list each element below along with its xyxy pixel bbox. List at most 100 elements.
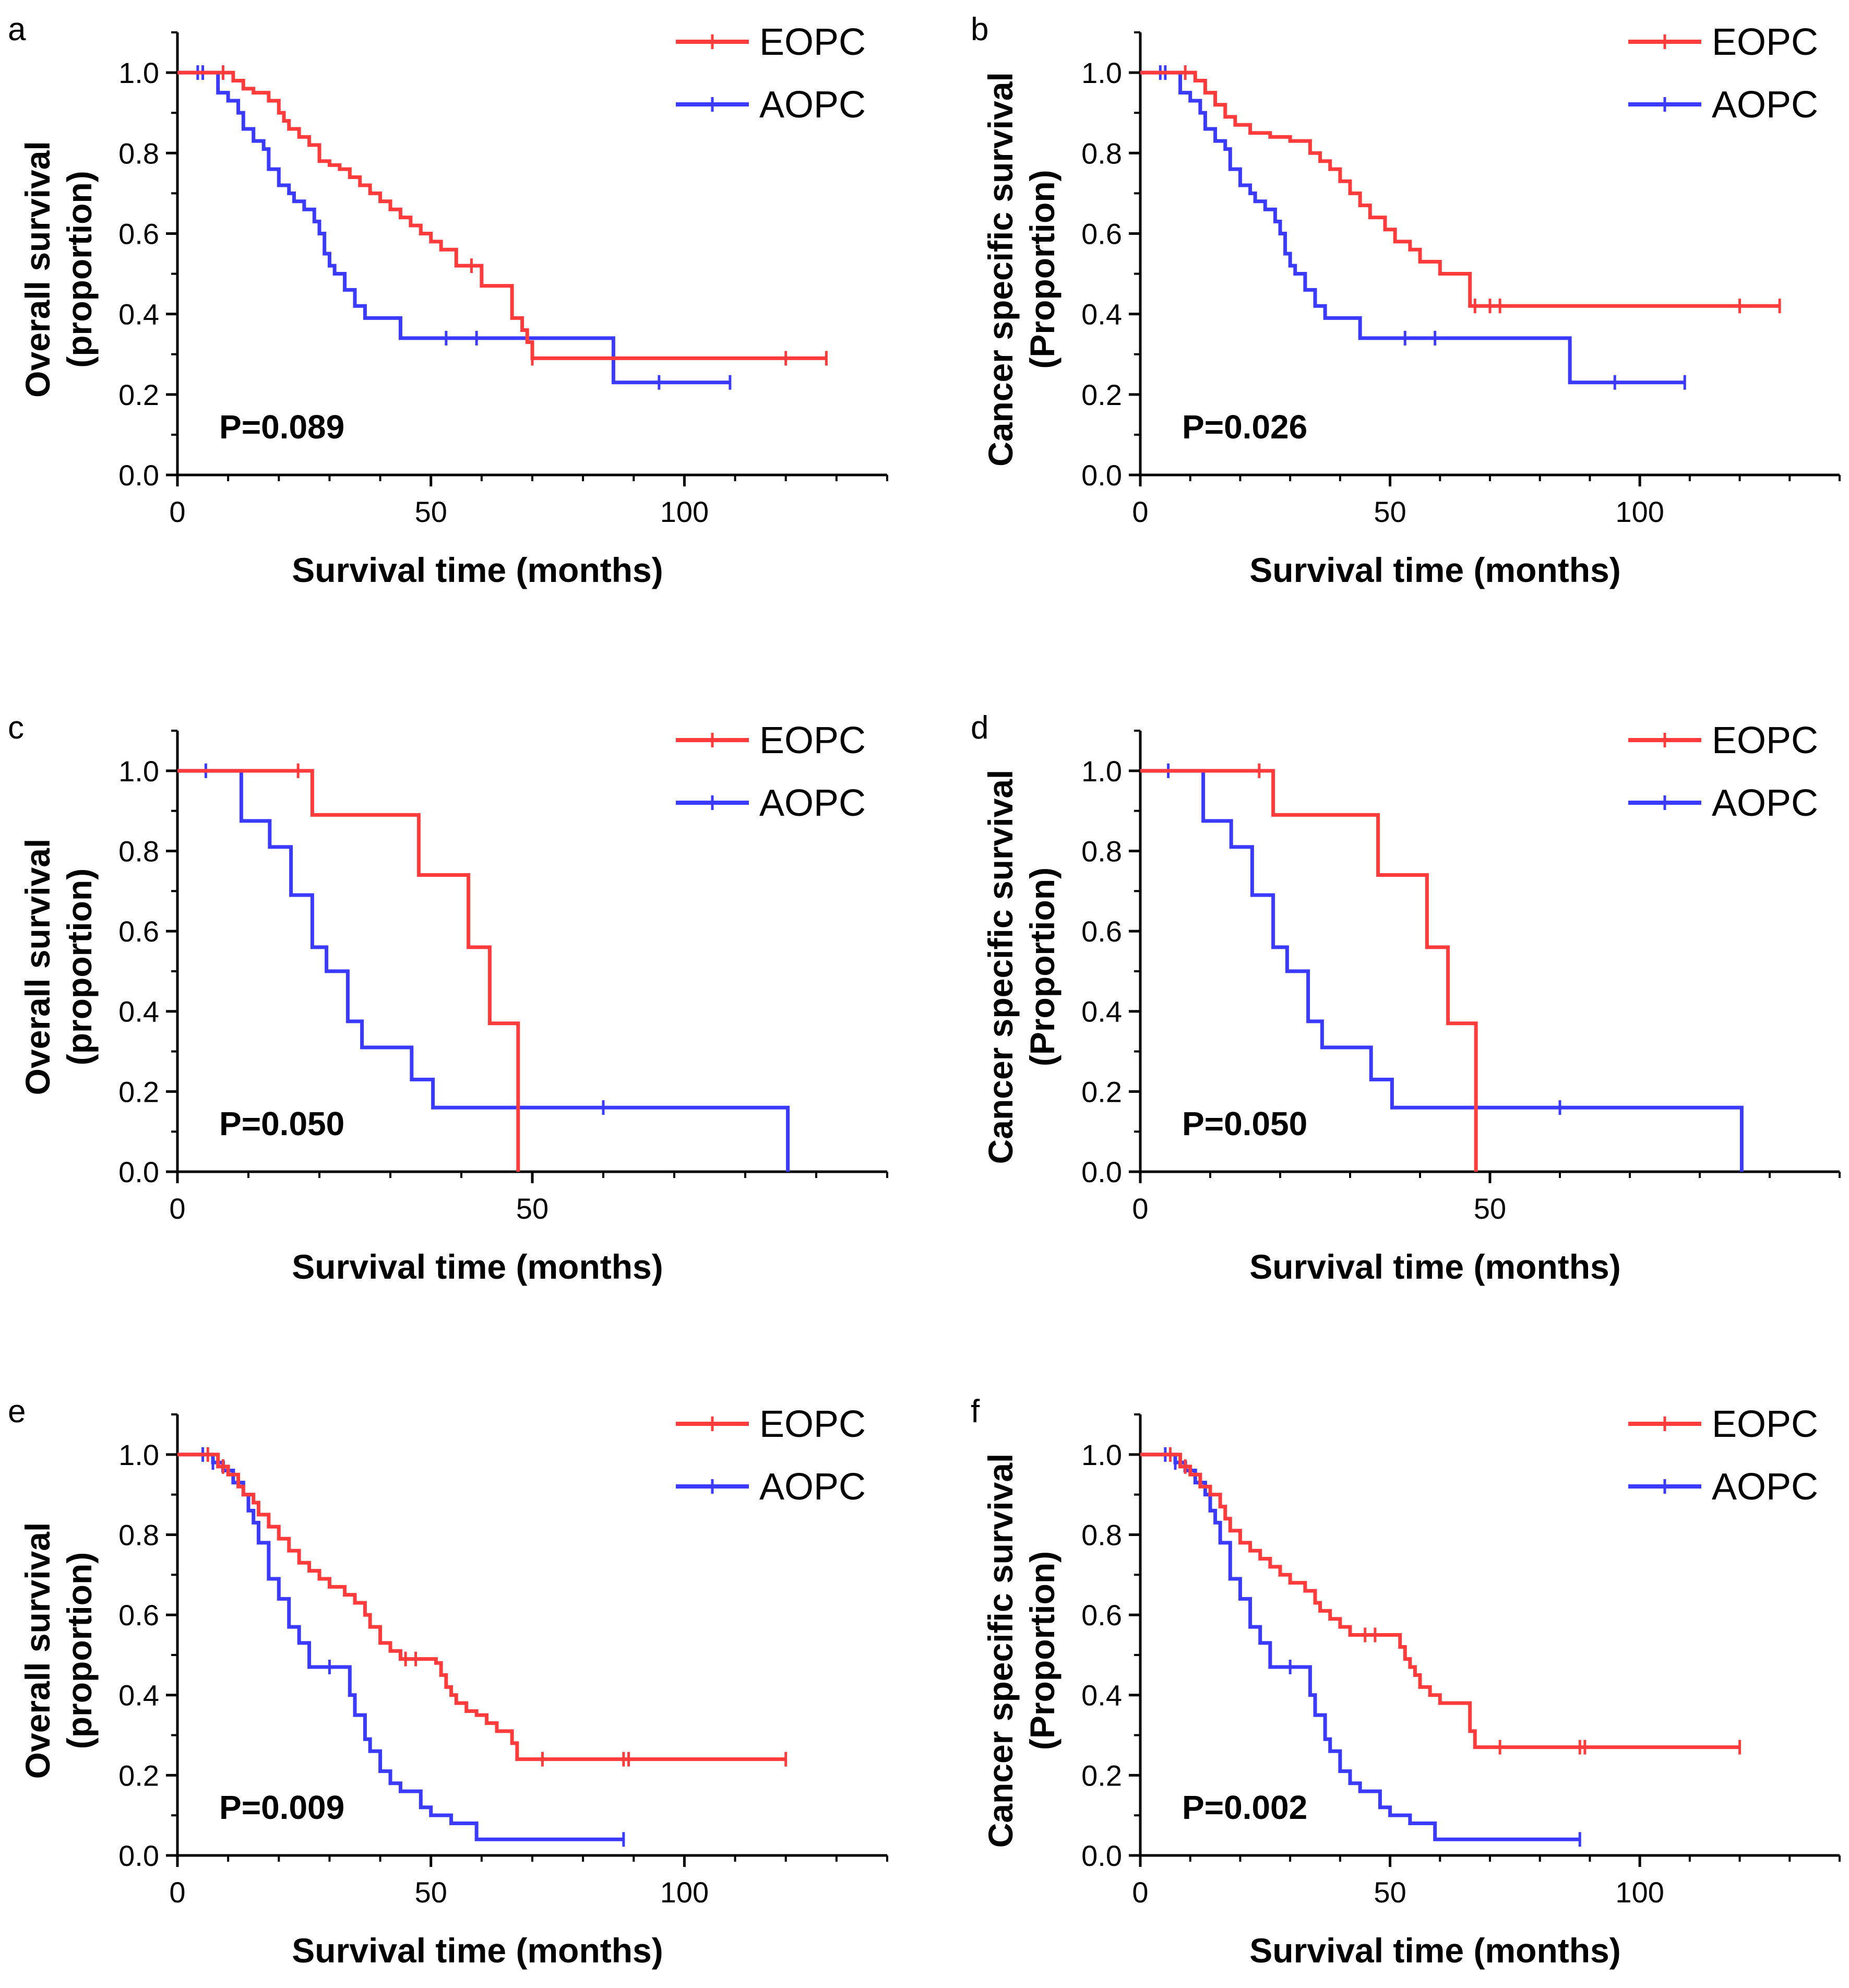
- x-tick-label: 50: [1374, 495, 1406, 528]
- series-line-aopc: [177, 70, 730, 385]
- y-tick-label: 0.0: [118, 459, 159, 492]
- legend-label-eopc: EOPC: [1712, 21, 1818, 63]
- panel-letter: d: [971, 710, 988, 746]
- panel-f: f 0.0 0.2 0.4 0.6 0.8 1.0 0 50 100 Survival time (…: [971, 1394, 1841, 1970]
- y-tick-label: 0.6: [1081, 915, 1122, 948]
- x-tick-label: 0: [169, 1192, 185, 1225]
- series-line-eopc: [1140, 769, 1478, 1172]
- series-line-aopc: [1140, 70, 1685, 385]
- y-tick-label: 1.0: [1081, 755, 1122, 788]
- panel-b: b 0.0 0.2 0.4 0.6 0.8 1.0 0 50 100 Survival time (…: [971, 11, 1841, 589]
- y-tick-label: 0.8: [118, 1518, 159, 1551]
- y-axis-title: Cancer specific survival(Proportion): [981, 1454, 1061, 1848]
- series-line-eopc: [177, 70, 827, 360]
- legend-label-aopc: AOPC: [759, 1466, 866, 1508]
- y-tick-label: 0.6: [1081, 1599, 1122, 1632]
- y-axis-title-line: (proportion): [60, 171, 99, 368]
- y-tick-label: 0.8: [118, 835, 159, 867]
- panel-c: c 0.0 0.2 0.4 0.6 0.8 1.0 0 50 Survival time (mon…: [8, 710, 888, 1286]
- y-axis-title: Overall survival(proportion): [18, 1522, 99, 1779]
- series-line-aopc: [1140, 769, 1744, 1172]
- legend-label-aopc: AOPC: [759, 782, 866, 824]
- x-tick-label: 100: [1615, 1876, 1664, 1909]
- panel-letter: c: [8, 710, 24, 746]
- x-tick-label: 0: [1132, 495, 1148, 528]
- y-tick-label: 0.4: [1081, 1679, 1122, 1712]
- y-tick-label: 0.0: [1081, 1839, 1122, 1872]
- p-value-annotation: P=0.026: [1182, 408, 1307, 446]
- panel-letter: b: [971, 11, 988, 47]
- series-line-aopc: [1140, 1453, 1580, 1841]
- y-tick-label: 0.2: [1081, 1759, 1122, 1792]
- p-value-annotation: P=0.050: [1182, 1105, 1307, 1142]
- y-tick-label: 0.2: [118, 1759, 159, 1792]
- y-tick-label: 1.0: [1081, 1438, 1122, 1471]
- legend-label-eopc: EOPC: [1712, 720, 1818, 761]
- y-tick-label: 0.4: [118, 298, 159, 331]
- legend-label-eopc: EOPC: [759, 1403, 866, 1445]
- y-axis-title-line: Overall survival: [18, 1522, 57, 1779]
- y-tick-label: 0.8: [1081, 137, 1122, 170]
- x-tick-label: 50: [415, 495, 447, 528]
- x-tick-label: 0: [169, 495, 185, 528]
- panel-letter: a: [8, 11, 26, 47]
- y-axis-title-line: Cancer specific survival: [981, 1454, 1020, 1848]
- x-axis-title: Survival time (months): [1249, 1247, 1620, 1286]
- y-tick-label: 0.8: [1081, 1518, 1122, 1551]
- x-axis-title: Survival time (months): [292, 551, 663, 589]
- y-axis-title-line: (proportion): [60, 1552, 99, 1749]
- x-axis-title: Survival time (months): [1249, 1931, 1620, 1970]
- p-value-annotation: P=0.050: [219, 1105, 344, 1142]
- y-axis-title-line: (proportion): [60, 868, 99, 1066]
- y-tick-label: 0.2: [118, 1075, 159, 1108]
- legend-label-aopc: AOPC: [759, 84, 866, 126]
- y-tick-label: 0.0: [1081, 459, 1122, 492]
- y-tick-label: 0.4: [118, 995, 159, 1028]
- panel-e: e 0.0 0.2 0.4 0.6 0.8 1.0 0 50 100 Survival time (…: [8, 1394, 888, 1970]
- panel-letter: e: [8, 1394, 26, 1430]
- x-tick-label: 0: [1132, 1192, 1148, 1225]
- legend-label-aopc: AOPC: [1712, 1466, 1818, 1508]
- y-axis-title: Cancer specific survival(Proportion): [981, 72, 1061, 467]
- y-axis-title-line: (Proportion): [1023, 867, 1061, 1066]
- y-tick-label: 1.0: [118, 56, 159, 89]
- y-tick-label: 0.2: [118, 378, 159, 411]
- series-line-aopc: [177, 1453, 624, 1841]
- legend-label-eopc: EOPC: [759, 21, 866, 63]
- y-tick-label: 0.2: [1081, 378, 1122, 411]
- p-value-annotation: P=0.002: [1182, 1789, 1307, 1826]
- y-axis-title-line: (Proportion): [1023, 1551, 1061, 1750]
- panel-letter: f: [971, 1394, 980, 1430]
- y-axis-title-line: Cancer specific survival: [981, 770, 1020, 1164]
- y-axis-title: Overall survival(proportion): [18, 839, 99, 1096]
- y-axis-title-line: Overall survival: [18, 141, 57, 398]
- x-tick-label: 100: [660, 1876, 709, 1909]
- y-axis-title: Cancer specific survival(Proportion): [981, 770, 1061, 1164]
- y-tick-label: 0.2: [1081, 1075, 1122, 1108]
- x-tick-label: 100: [1615, 495, 1664, 528]
- y-tick-label: 0.6: [118, 915, 159, 948]
- series-line-eopc: [177, 1453, 786, 1761]
- x-tick-label: 50: [1374, 1876, 1406, 1909]
- x-tick-label: 0: [169, 1876, 185, 1909]
- x-tick-label: 50: [1474, 1192, 1506, 1225]
- p-value-annotation: P=0.089: [219, 408, 344, 446]
- legend-label-eopc: EOPC: [759, 720, 866, 761]
- x-tick-label: 0: [1132, 1876, 1148, 1909]
- x-tick-label: 50: [415, 1876, 447, 1909]
- y-tick-label: 0.6: [118, 217, 159, 250]
- x-tick-label: 100: [660, 495, 709, 528]
- x-axis-title: Survival time (months): [292, 1247, 663, 1286]
- y-axis-title: Overall survival(proportion): [18, 141, 99, 398]
- y-tick-label: 0.0: [118, 1156, 159, 1188]
- y-tick-label: 1.0: [1081, 56, 1122, 89]
- y-axis-title-line: (Proportion): [1023, 170, 1061, 368]
- x-axis-title: Survival time (months): [292, 1931, 663, 1970]
- series-line-eopc: [1140, 70, 1780, 308]
- x-axis-title: Survival time (months): [1249, 551, 1620, 589]
- y-tick-label: 0.0: [1081, 1156, 1122, 1188]
- panel-d: d 0.0 0.2 0.4 0.6 0.8 1.0 0 50 Survival time (mon…: [971, 710, 1841, 1286]
- y-tick-label: 0.6: [118, 1599, 159, 1632]
- y-tick-label: 0.8: [118, 137, 159, 170]
